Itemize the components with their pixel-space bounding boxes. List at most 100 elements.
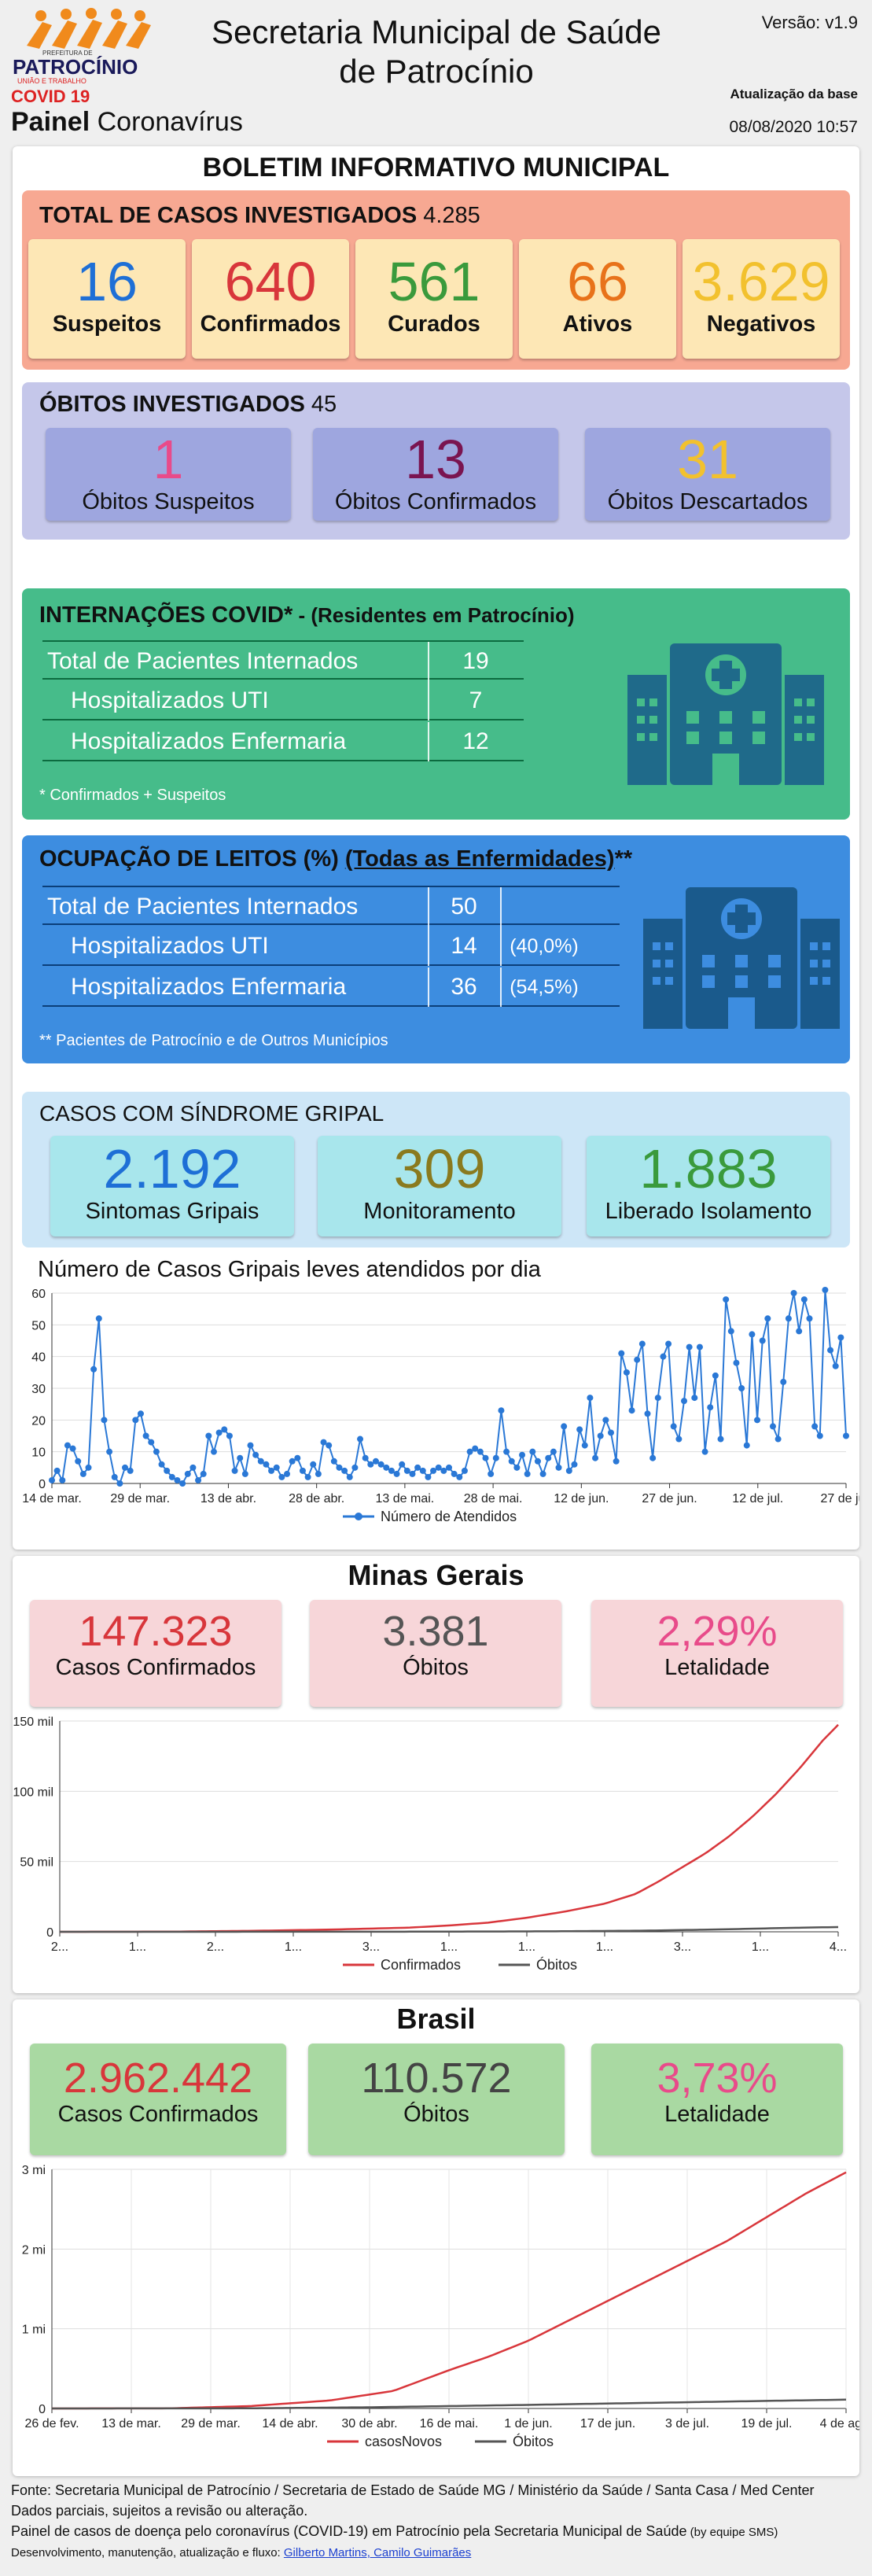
data-point	[435, 1464, 442, 1471]
tile-brasil-obitos: 110.572 Óbitos	[308, 2043, 565, 2155]
data-point	[597, 1432, 604, 1439]
data-point	[508, 1458, 515, 1465]
data-point	[550, 1448, 557, 1455]
data-point	[513, 1464, 521, 1471]
x-tick-label: 13 de mar.	[101, 2417, 161, 2430]
data-point	[738, 1385, 745, 1391]
leitos-title: OCUPAÇÃO DE LEITOS (%) (Todas as Enfermi…	[39, 846, 633, 872]
x-tick-label: 1...	[518, 1940, 535, 1954]
data-point	[64, 1442, 71, 1449]
tile-obitos-descartados: 31 Óbitos Descartados	[585, 428, 830, 521]
x-tick-label: 29 de mar.	[181, 2417, 241, 2430]
data-point	[774, 1435, 782, 1443]
data-point	[393, 1470, 400, 1477]
tile-brasil-letalidade: 3,73% Letalidade	[591, 2043, 843, 2155]
leitos-row-uti: Hospitalizados UTI 14 (40,0%)	[42, 927, 620, 966]
internacoes-panel: INTERNAÇÕES COVID* - (Residentes em Patr…	[22, 588, 850, 820]
x-tick-label: 29 de mar.	[110, 1492, 170, 1505]
data-point	[189, 1464, 197, 1471]
page-title: Secretaria Municipal de Saúde de Patrocí…	[211, 13, 661, 90]
hospital-icon	[627, 643, 824, 785]
legend-label: Confirmados	[381, 1957, 461, 1973]
hospital-icon	[643, 887, 840, 1029]
data-point	[388, 1467, 395, 1474]
data-point	[351, 1464, 359, 1471]
data-point	[492, 1454, 499, 1461]
x-tick-label: 13 de mai.	[376, 1492, 435, 1505]
data-point	[539, 1470, 546, 1477]
data-point	[430, 1467, 437, 1474]
data-point	[749, 1331, 756, 1338]
data-point	[122, 1464, 129, 1471]
update-label: Atualização da base	[730, 87, 858, 101]
data-point	[200, 1470, 207, 1477]
data-point	[346, 1473, 353, 1480]
data-point	[796, 1328, 803, 1335]
data-point	[383, 1464, 390, 1471]
data-point	[310, 1461, 317, 1468]
data-point	[278, 1473, 285, 1480]
tile-ativos: 66 Ativos	[519, 239, 676, 359]
data-point	[419, 1467, 426, 1474]
x-tick-label: 13 de abr.	[201, 1492, 256, 1505]
leitos-note: ** Pacientes de Patrocínio e de Outros M…	[39, 1032, 388, 1049]
data-point	[638, 1340, 646, 1347]
brasil-card: Brasil 2.962.442 Casos Confirmados 110.57…	[13, 1999, 859, 2476]
y-tick-label: 20	[31, 1414, 46, 1428]
data-point	[95, 1315, 102, 1322]
data-point	[153, 1448, 160, 1455]
y-tick-label: 0	[39, 1478, 46, 1491]
data-point	[168, 1473, 175, 1480]
data-point	[613, 1458, 620, 1465]
leitos-panel: OCUPAÇÃO DE LEITOS (%) (Todas as Enfermi…	[22, 835, 850, 1063]
data-point	[587, 1395, 594, 1402]
x-tick-label: 12 de jun.	[554, 1492, 609, 1505]
boletim-card: BOLETIM INFORMATIVO MUNICIPAL TOTAL DE C…	[13, 146, 859, 1550]
minas-line-chart: 0 50 mil 100 mil 150 mil 2... 1... 2... 1... 3..…	[13, 1715, 847, 1973]
data-point	[273, 1464, 280, 1471]
data-point	[519, 1451, 526, 1458]
patrocinio-logo: PREFEITURA DE PATROCÍNIO UNIÃO E TRABALH…	[13, 8, 151, 85]
data-point	[174, 1476, 181, 1483]
data-point	[320, 1439, 327, 1446]
data-point	[315, 1470, 322, 1477]
x-tick-label: 1...	[752, 1940, 769, 1954]
data-point	[811, 1423, 819, 1430]
data-point	[53, 1467, 61, 1474]
x-tick-label: 19 de jul.	[741, 2417, 793, 2430]
x-tick-label: 1...	[596, 1940, 613, 1954]
data-point	[561, 1423, 568, 1430]
tile-liberado-isolamento: 1.883 Liberado Isolamento	[587, 1136, 830, 1236]
x-tick-label: 1...	[440, 1940, 458, 1954]
x-tick-label: 26 de fev.	[24, 2417, 79, 2430]
data-point	[341, 1467, 348, 1474]
data-point	[717, 1435, 724, 1443]
data-point	[414, 1464, 421, 1471]
data-point	[701, 1448, 708, 1455]
data-point	[142, 1432, 149, 1439]
data-point	[367, 1461, 374, 1468]
data-point	[790, 1290, 797, 1296]
data-point	[399, 1461, 406, 1468]
x-tick-label: 3...	[362, 1940, 380, 1954]
data-point	[649, 1454, 657, 1461]
data-point	[529, 1448, 536, 1455]
footer: Fonte: Secretaria Municipal de Patrocíni…	[11, 2480, 860, 2563]
data-point	[330, 1458, 337, 1465]
tile-suspeitos: 16 Suspeitos	[28, 239, 186, 359]
legend-label: Óbitos	[513, 2433, 554, 2449]
credits-link[interactable]: Gilberto Martins, Camilo Guimarães	[283, 2546, 472, 2559]
data-point	[843, 1432, 849, 1439]
tile-obitos-suspeitos: 1 Óbitos Suspeitos	[46, 428, 291, 521]
data-point	[205, 1432, 212, 1439]
y-tick-label: 0	[46, 1926, 53, 1940]
data-point	[727, 1328, 734, 1335]
gripal-title: CASOS COM SÍNDROME GRIPAL	[39, 1101, 384, 1126]
data-point	[769, 1423, 776, 1430]
data-point	[326, 1442, 333, 1449]
logo-small-text: PREFEITURA DE	[42, 50, 93, 57]
tile-minas-obitos: 3.381 Óbitos	[310, 1600, 561, 1707]
x-tick-label: 4...	[830, 1940, 847, 1954]
tile-negativos: 3.629 Negativos	[683, 239, 840, 359]
data-point	[284, 1470, 291, 1477]
